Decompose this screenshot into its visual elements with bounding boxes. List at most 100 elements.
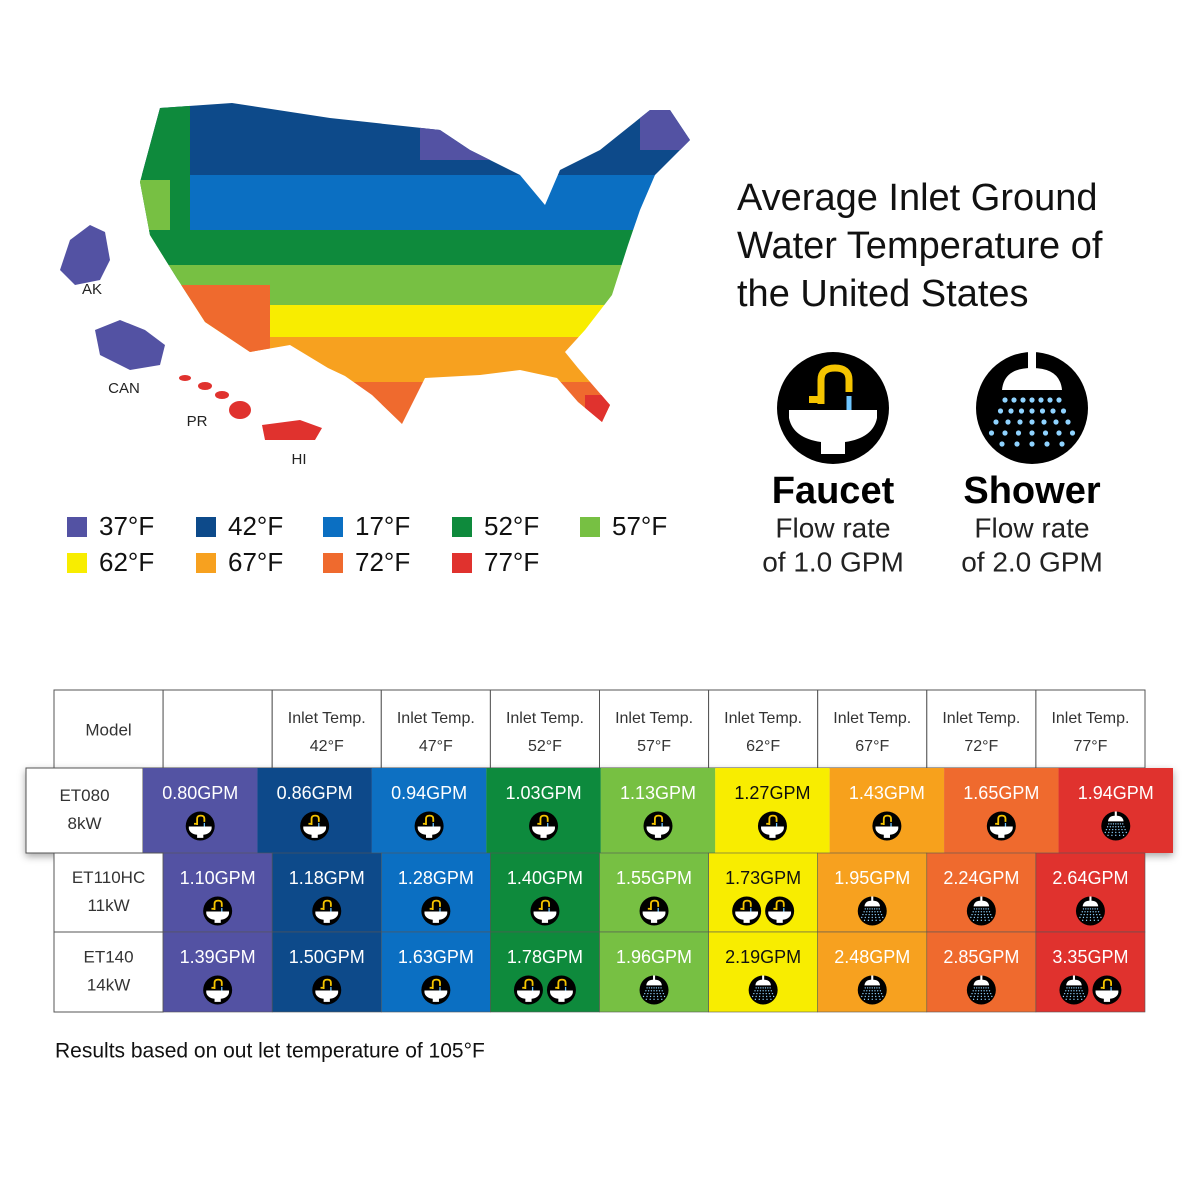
- water-drop: [1096, 916, 1099, 919]
- water-drop: [1108, 828, 1111, 831]
- table-row: ET110HC 11kW 1.10GPM 1.18GPM 1.28GPM 1.40GPM 1…: [53, 852, 1146, 933]
- water-drop: [1008, 408, 1014, 414]
- water-drop: [977, 990, 980, 992]
- water-drop: [649, 995, 652, 998]
- water-drop: [1011, 397, 1017, 403]
- water-drop: [1017, 419, 1023, 425]
- flow-rate: 1.63GPM: [398, 947, 474, 967]
- water-drop: [977, 913, 979, 916]
- title-line: Water Temperature of: [737, 225, 1103, 267]
- faucet-icon: [643, 811, 673, 841]
- sink: [424, 990, 448, 1002]
- shower-icon: [976, 352, 1088, 464]
- sink: [517, 990, 540, 1002]
- water-drop: [1060, 408, 1067, 414]
- water-drop: [988, 919, 990, 921]
- shower-head: [646, 979, 662, 986]
- water-drop: [653, 992, 655, 995]
- faucet-handle: [740, 907, 745, 910]
- water-drop: [1044, 441, 1050, 447]
- flow-rate: 2.24GPM: [943, 868, 1019, 888]
- faucet-handle: [647, 907, 652, 910]
- sink: [989, 826, 1013, 838]
- faucet-icon: [513, 975, 543, 1005]
- fixture-desc: Flow rate: [974, 512, 1089, 543]
- faucet-spout: [742, 899, 752, 910]
- water-drop: [755, 995, 757, 998]
- water-drop: [864, 987, 866, 989]
- water-drop: [985, 908, 987, 910]
- water-drop: [976, 998, 979, 1000]
- water-drop: [868, 911, 871, 913]
- flow-rate: 1.73GPM: [725, 868, 801, 888]
- water-drop: [871, 998, 873, 1000]
- fixture-name: Faucet: [772, 470, 895, 512]
- map-label: PR: [187, 413, 208, 430]
- legend-swatch: [323, 553, 343, 573]
- faucet-icon: [414, 811, 444, 841]
- shower-pipe: [762, 975, 765, 981]
- shower-pipe: [871, 975, 874, 981]
- water-drop: [868, 992, 870, 995]
- shower-head: [864, 900, 881, 907]
- water-drop: [1081, 911, 1083, 913]
- water-drop: [874, 913, 877, 916]
- faucet-icon: [421, 975, 451, 1005]
- water-drop: [1067, 990, 1070, 992]
- water-drop: [862, 913, 864, 916]
- header-text: 67°F: [855, 738, 889, 755]
- sink: [642, 911, 666, 923]
- legend-label: 77°F: [484, 547, 539, 577]
- water-drop: [759, 992, 761, 995]
- water-drop: [1073, 998, 1075, 1000]
- faucet-icon: [421, 896, 451, 926]
- water-drop: [1002, 430, 1008, 436]
- flow-rate: 1.55GPM: [616, 868, 692, 888]
- shower-icon: [1059, 975, 1089, 1005]
- shower-icon: [639, 975, 669, 1005]
- water-drop: [984, 995, 986, 998]
- shower-icon: [857, 975, 887, 1005]
- water-drop: [986, 911, 988, 913]
- water-drop: [769, 995, 771, 998]
- water-drop: [1094, 908, 1096, 910]
- water-drop: [973, 995, 976, 998]
- water-drop: [1092, 913, 1095, 916]
- water-drop: [1111, 828, 1114, 831]
- water-drop: [977, 992, 979, 995]
- water-drop: [1029, 441, 1035, 447]
- water-drop: [871, 987, 873, 989]
- water-drop: [753, 992, 755, 995]
- water-drop: [1123, 826, 1125, 828]
- water-drop: [867, 998, 870, 1000]
- header-cell: [271, 689, 382, 769]
- water-drop: [991, 995, 993, 998]
- water-drop: [1038, 397, 1044, 403]
- water-drop: [648, 987, 651, 989]
- water-drop: [875, 995, 877, 998]
- water-drop: [984, 998, 986, 1000]
- faucet-handle: [211, 907, 216, 910]
- water-drop: [1119, 823, 1122, 825]
- water-drop: [1077, 987, 1080, 989]
- water-drop: [1087, 908, 1089, 910]
- water-drop: [1086, 916, 1088, 919]
- water-drop: [1073, 990, 1075, 992]
- shower-pipe: [1114, 811, 1117, 817]
- hi-shapes: [179, 375, 251, 419]
- water-drop: [970, 916, 972, 919]
- water-drop: [1104, 831, 1106, 834]
- water-drop: [866, 987, 869, 989]
- water-drop: [984, 916, 986, 919]
- shower-icon: [966, 896, 996, 926]
- water-drop: [977, 916, 979, 919]
- faucet-icon: [529, 811, 559, 841]
- header-text: Inlet Temp.: [615, 710, 693, 727]
- water-drop: [868, 995, 870, 998]
- icon-bg: [966, 896, 996, 926]
- header-cell: [53, 689, 164, 769]
- faucet-icon: [546, 975, 576, 1005]
- water-drop: [1115, 826, 1117, 828]
- water-drop: [987, 995, 990, 998]
